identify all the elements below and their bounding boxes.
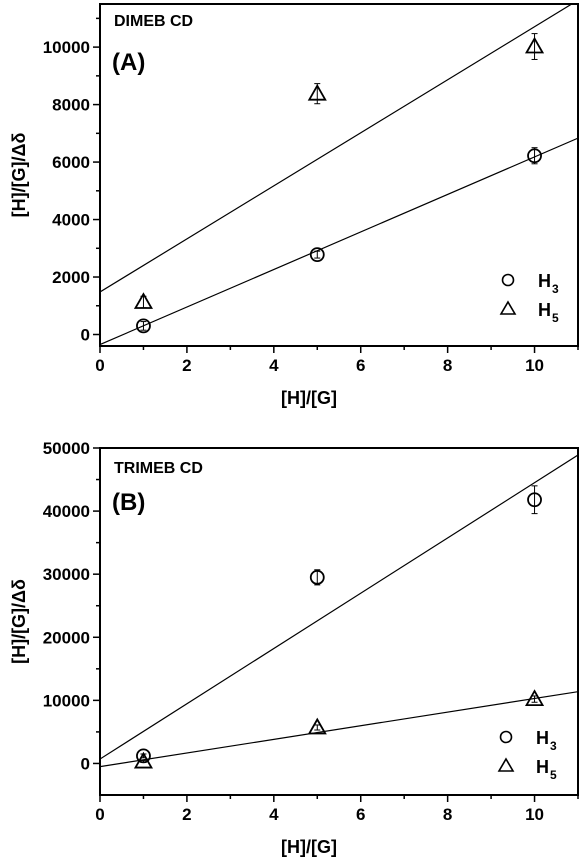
y-tick-label: 4000 xyxy=(52,211,90,230)
fit-line xyxy=(100,454,578,760)
legend-label-subscript: 3 xyxy=(550,739,557,753)
data-point-circle xyxy=(309,247,325,263)
x-tick-label: 8 xyxy=(443,805,452,824)
legend-symbol-circle xyxy=(499,730,513,744)
y-tick-label: 2000 xyxy=(52,268,90,287)
y-tick-label: 10000 xyxy=(43,691,90,710)
plot-frame xyxy=(99,3,579,347)
legend-symbol-triangle xyxy=(499,300,517,315)
chart-panel-b: 0 2 4 6 8 10 0 10000 20000 30000 40000 50000 [H]/[G]… xyxy=(9,439,579,857)
y-tick-label: 30000 xyxy=(43,565,90,584)
data-point-triangle xyxy=(133,751,154,769)
y-tick-label: 8000 xyxy=(52,96,90,115)
data-point-circle xyxy=(136,318,151,334)
data-point-triangle xyxy=(524,36,545,54)
y-tick-label: 0 xyxy=(81,754,90,773)
fit-line xyxy=(100,691,578,768)
x-tick-label: 2 xyxy=(182,356,191,375)
x-tick-label: 6 xyxy=(356,356,365,375)
legend-symbol-circle xyxy=(501,273,515,287)
y-tick-label: 10000 xyxy=(43,38,90,57)
y-tick-label: 40000 xyxy=(43,502,90,521)
panel-label: (A) xyxy=(112,49,145,76)
data-point-triangle xyxy=(307,717,327,735)
x-axis-title: [H]/[G] xyxy=(281,388,337,408)
y-axis-title: [H]/[G]/Δδ xyxy=(9,133,29,218)
legend-label: H xyxy=(538,271,551,291)
x-tick-label: 6 xyxy=(356,805,365,824)
data-point-circle xyxy=(527,492,542,508)
x-tick-label: 8 xyxy=(443,356,452,375)
y-tick-label: 0 xyxy=(81,326,90,345)
x-tick-label: 2 xyxy=(182,805,191,824)
panel-label: (B) xyxy=(112,489,145,516)
fit-line xyxy=(100,4,573,293)
data-point-triangle xyxy=(307,83,327,101)
legend-label: H xyxy=(538,300,551,320)
x-tick-label: 4 xyxy=(269,805,279,824)
legend-symbol-triangle xyxy=(497,757,515,772)
x-tick-label: 10 xyxy=(525,805,544,824)
fit-line xyxy=(100,137,578,346)
data-point-triangle xyxy=(133,292,154,309)
legend-label-subscript: 5 xyxy=(550,768,557,782)
x-tick-label: 0 xyxy=(95,805,104,824)
data-point-triangle xyxy=(524,689,545,707)
y-tick-label: 20000 xyxy=(43,628,90,647)
legend-label-subscript: 5 xyxy=(552,311,559,325)
plot-frame xyxy=(99,447,579,796)
y-axis-title: [H]/[G]/Δδ xyxy=(9,579,29,664)
data-point-circle xyxy=(309,569,325,585)
panel-title: DIMEB CD xyxy=(114,13,193,30)
data-point-circle xyxy=(527,148,542,164)
y-tick-label: 6000 xyxy=(52,153,90,172)
x-tick-label: 10 xyxy=(525,356,544,375)
panel-title: TRIMEB CD xyxy=(114,460,203,477)
x-axis-title: [H]/[G] xyxy=(281,837,337,857)
chart-panel-a: 0 2 4 6 8 10 0 2000 4000 6000 8000 10000 [H]/[G] [H]/… xyxy=(9,3,579,408)
legend-label: H xyxy=(536,728,549,748)
x-tick-label: 4 xyxy=(269,356,279,375)
legend-label: H xyxy=(536,757,549,777)
y-tick-label: 50000 xyxy=(43,439,90,458)
legend-label-subscript: 3 xyxy=(552,282,559,296)
x-tick-label: 0 xyxy=(95,356,104,375)
